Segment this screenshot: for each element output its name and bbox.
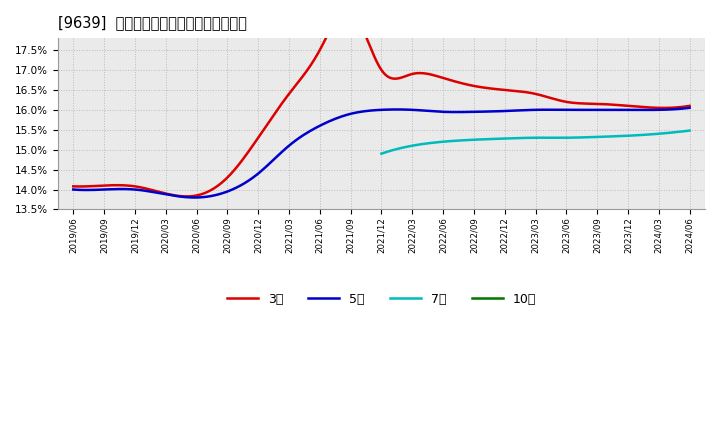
5年: [629, 107, 638, 113]
7年: [636, 132, 645, 138]
5年: [685, 105, 694, 110]
3年: [450, 79, 459, 84]
5年: [71, 187, 80, 192]
7年: [561, 135, 570, 140]
3年: [631, 104, 640, 109]
5年: [191, 195, 199, 200]
3年: [69, 184, 78, 189]
3年: [440, 76, 449, 81]
7年: [377, 151, 386, 156]
Line: 7年: 7年: [382, 131, 690, 154]
Text: [9639]  経常利益マージンの平均値の推移: [9639] 経常利益マージンの平均値の推移: [58, 15, 247, 30]
5年: [449, 110, 457, 115]
3年: [593, 101, 601, 106]
Legend: 3年, 5年, 7年, 10年: 3年, 5年, 7年, 10年: [222, 288, 541, 311]
3年: [71, 184, 80, 189]
Line: 3年: 3年: [73, 9, 690, 196]
5年: [590, 107, 599, 113]
3年: [685, 103, 694, 109]
3年: [343, 7, 352, 12]
5年: [436, 109, 444, 114]
5年: [438, 109, 446, 114]
Line: 5年: 5年: [73, 108, 690, 198]
3年: [182, 194, 191, 199]
7年: [378, 150, 387, 156]
3年: [438, 75, 446, 81]
5年: [69, 187, 78, 192]
7年: [566, 135, 575, 140]
7年: [657, 131, 665, 136]
7年: [559, 135, 568, 140]
7年: [685, 128, 694, 133]
